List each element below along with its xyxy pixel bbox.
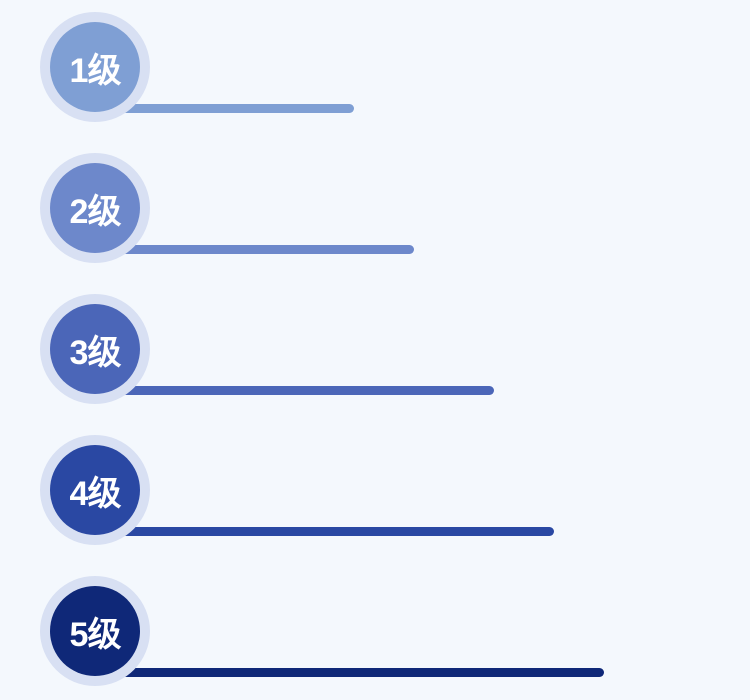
level-badge: 5级 — [50, 586, 140, 676]
level-bar — [95, 104, 354, 113]
level-label: 5级 — [69, 615, 122, 654]
level-badge: 3级 — [50, 304, 140, 394]
level-bar — [95, 386, 494, 395]
level-row-2: 2级 — [0, 148, 750, 268]
level-row-5: 5级 — [0, 571, 750, 691]
level-row-1: 1级 — [0, 7, 750, 127]
level-row-3: 3级 — [0, 289, 750, 409]
level-label: 3级 — [69, 333, 122, 372]
level-badge: 2级 — [50, 163, 140, 253]
level-bar — [95, 245, 414, 254]
level-label: 2级 — [69, 192, 122, 231]
level-bar — [95, 668, 604, 677]
level-label: 1级 — [69, 51, 122, 90]
level-badge: 1级 — [50, 22, 140, 112]
level-bar — [95, 527, 554, 536]
level-row-4: 4级 — [0, 430, 750, 550]
level-badge: 4级 — [50, 445, 140, 535]
level-label: 4级 — [69, 474, 122, 513]
